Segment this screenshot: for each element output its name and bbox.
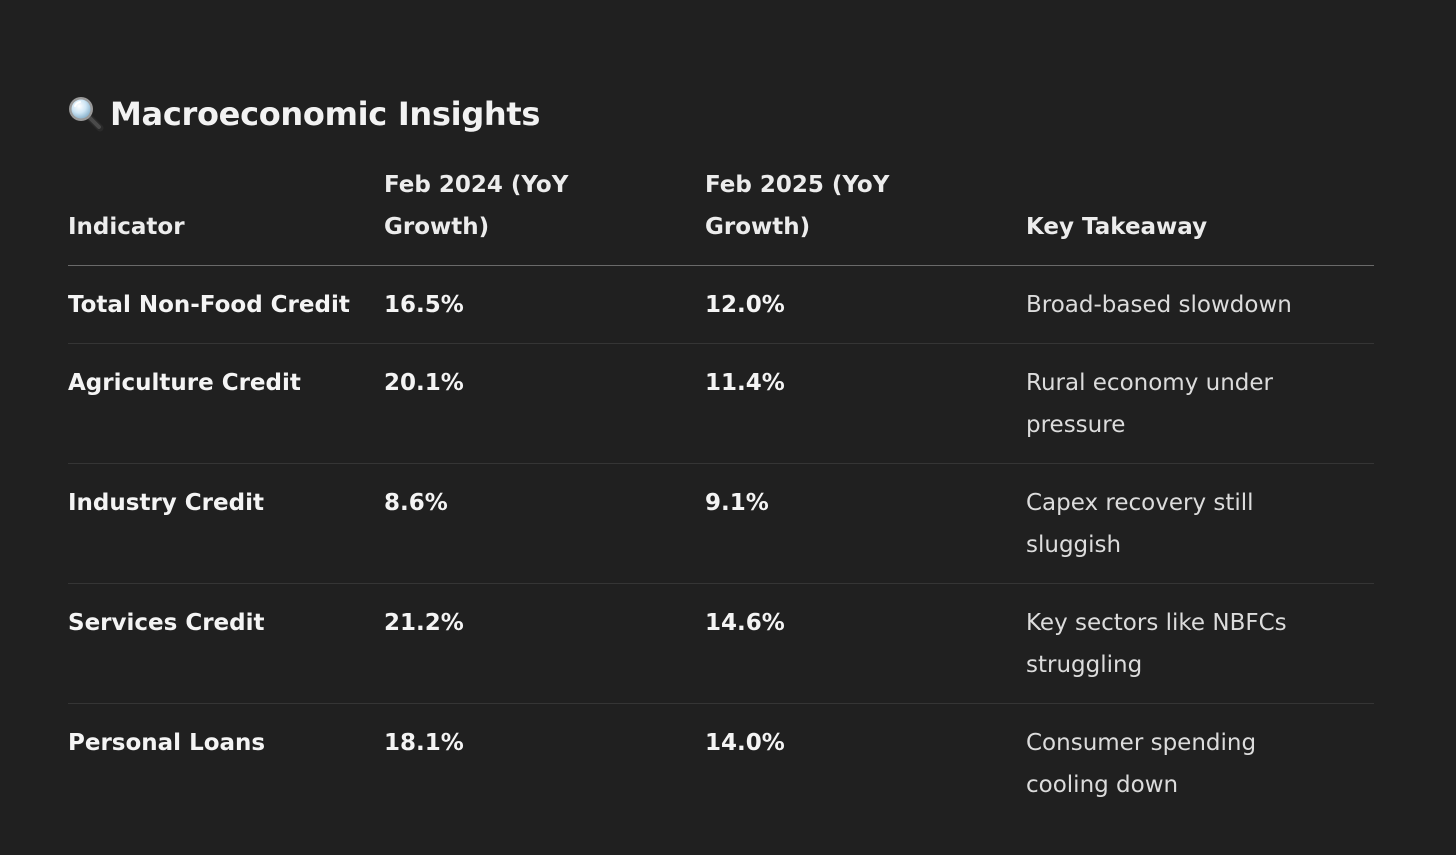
table-row: Services Credit 21.2% 14.6% Key sectors … <box>68 583 1374 704</box>
feb-2025-value-cell: 12.0% <box>705 265 1026 344</box>
table-row: Industry Credit 8.6% 9.1% Capex recovery… <box>68 463 1374 584</box>
key-takeaway-cell: Consumer spending cooling down <box>1026 730 1257 798</box>
indicator-cell: Agriculture Credit <box>68 343 384 464</box>
feb-2024-value-cell: 20.1% <box>384 343 705 464</box>
table-header: Indicator Feb 2024 (YoY Growth) Feb 2025… <box>68 160 1374 266</box>
key-takeaway-cell: Key sectors like NBFCs struggling <box>1026 583 1374 704</box>
column-header-feb-2025: Feb 2025 (YoY Growth) <box>705 160 1026 266</box>
key-takeaway-cell: Capex recovery still sluggish <box>1026 463 1374 584</box>
table-body: Total Non-Food Credit 16.5% 12.0% Broad-… <box>68 265 1374 824</box>
feb-2024-value-cell: 21.2% <box>384 583 705 704</box>
feb-2024-value-cell: 8.6% <box>384 463 705 584</box>
table-row: Total Non-Food Credit 16.5% 12.0% Broad-… <box>68 265 1374 344</box>
magnifying-glass-icon <box>69 97 104 132</box>
page-title-text: Macroeconomic Insights <box>110 95 541 134</box>
feb-2025-value-cell: 9.1% <box>705 463 1026 584</box>
table-row: Agriculture Credit 20.1% 11.4% Rural eco… <box>68 343 1374 464</box>
key-takeaway-cell: Broad-based slowdown <box>1026 265 1374 344</box>
table-header-row: Indicator Feb 2024 (YoY Growth) Feb 2025… <box>68 160 1374 266</box>
column-header-indicator: Indicator <box>68 160 384 266</box>
feb-2024-value-cell: 18.1% <box>384 730 464 756</box>
indicator-cell: Services Credit <box>68 583 384 704</box>
feb-2024-value-cell: 16.5% <box>384 265 705 344</box>
feb-2025-value-cell: 14.6% <box>705 583 1026 704</box>
table-row: Personal Loans 18.1% 14.0% Consumer spen… <box>68 704 1374 824</box>
column-header-feb-2024: Feb 2024 (YoY Growth) <box>384 160 705 266</box>
insights-table: Indicator Feb 2024 (YoY Growth) Feb 2025… <box>68 160 1374 823</box>
page-title: Macroeconomic Insights <box>66 91 540 137</box>
column-header-key-takeaway: Key Takeaway <box>1026 160 1374 266</box>
feb-2025-value-cell: 14.0% <box>705 730 785 756</box>
key-takeaway-cell: Rural economy under pressure <box>1026 343 1374 464</box>
feb-2025-value-cell: 11.4% <box>705 343 1026 464</box>
indicator-cell: Total Non-Food Credit <box>68 265 384 344</box>
indicator-cell: Industry Credit <box>68 463 384 584</box>
indicator-cell: Personal Loans <box>68 730 266 756</box>
